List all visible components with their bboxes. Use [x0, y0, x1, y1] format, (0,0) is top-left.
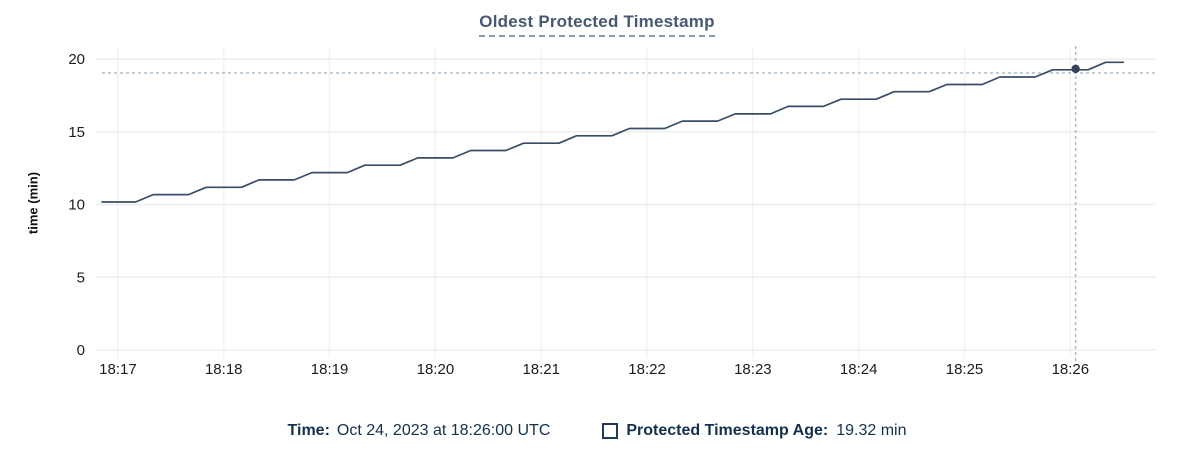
series-line-protected-timestamp-age [101, 61, 1125, 203]
legend-item-protected-timestamp-age[interactable]: Protected Timestamp Age: 19.32 min [602, 422, 906, 440]
x-axis-tick-label: 18:19 [311, 361, 349, 378]
y-axis-tick-label: 15 [68, 124, 85, 141]
chart-title[interactable]: Oldest Protected Timestamp [479, 12, 715, 37]
chart-title-row: Oldest Protected Timestamp [0, 12, 1194, 37]
hover-time-readout: Time: Oct 24, 2023 at 18:26:00 UTC [288, 422, 551, 440]
series-value: 19.32 min [836, 422, 907, 439]
time-label: Time: [287, 422, 330, 439]
chart-legend: Time: Oct 24, 2023 at 18:26:00 UTC Prote… [0, 418, 1194, 444]
hover-point-dot [1071, 64, 1080, 74]
x-axis-tick-label: 18:17 [99, 361, 137, 378]
x-axis-tick-label: 18:24 [840, 361, 878, 378]
x-axis-tick-label: 18:26 [1052, 361, 1090, 378]
y-axis-tick-label: 0 [77, 342, 85, 359]
x-axis-tick-label: 18:18 [205, 361, 243, 378]
x-axis-tick-label: 18:22 [628, 361, 666, 378]
y-axis-tick-label: 20 [68, 51, 85, 68]
series-label: Protected Timestamp Age: [626, 422, 829, 439]
y-axis-tick-label: 10 [68, 197, 85, 214]
x-axis-tick-label: 18:20 [417, 361, 455, 378]
x-axis-tick-label: 18:25 [946, 361, 984, 378]
timeseries-chart[interactable]: 0 5 10 15 20 18:17 18:18 18:19 18:20 18:21 18:22 18… [0, 0, 1194, 400]
time-value: Oct 24, 2023 at 18:26:00 UTC [336, 422, 551, 439]
x-axis-tick-label: 18:23 [734, 361, 772, 378]
x-axis-tick-label: 18:21 [522, 361, 560, 378]
y-axis-tick-label: 5 [77, 269, 85, 286]
series-toggle-swatch-icon[interactable] [602, 423, 619, 439]
